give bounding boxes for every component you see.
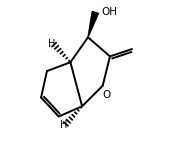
Text: H: H bbox=[48, 39, 56, 49]
Text: H: H bbox=[60, 120, 68, 130]
Polygon shape bbox=[88, 12, 98, 37]
Text: OH: OH bbox=[101, 7, 117, 17]
Text: O: O bbox=[102, 90, 111, 100]
